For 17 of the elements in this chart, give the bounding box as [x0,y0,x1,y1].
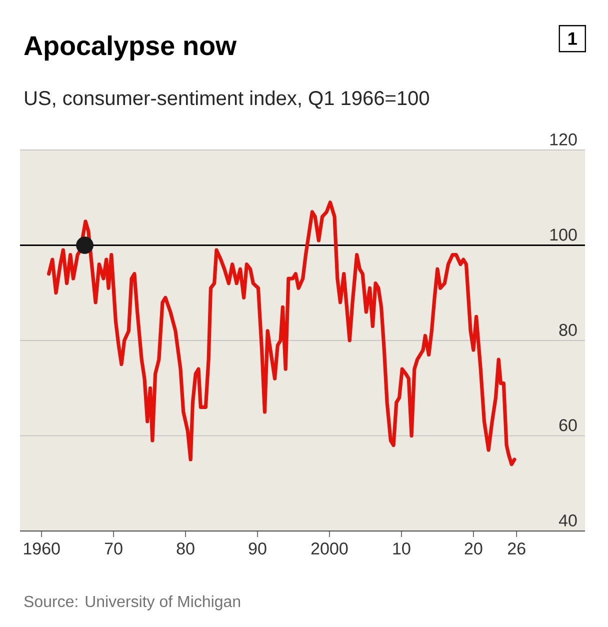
x-tick-label: 70 [104,542,122,555]
x-tick-label: 2000 [311,542,348,555]
source-note: Source: University of Michigan [24,595,240,610]
chart-title: Apocalypse now [24,35,237,61]
y-tick-label: 80 [559,324,577,336]
chart-subtitle: US, consumer-sentiment index, Q1 1966=100 [25,90,430,109]
y-tick-label: 40 [558,514,577,526]
x-tick-label: 80 [176,542,194,555]
x-tick-label: 20 [464,542,482,555]
x-tick-label: 10 [393,542,410,555]
y-tick-label: 120 [550,133,577,146]
x-tick-label: 90 [248,542,266,555]
y-tick-label: 60 [559,419,577,432]
x-tick-label: 26 [508,542,526,555]
y-tick-label: 100 [550,228,577,241]
x-tick-label: 1960 [24,542,60,555]
text: 1 [568,32,577,45]
